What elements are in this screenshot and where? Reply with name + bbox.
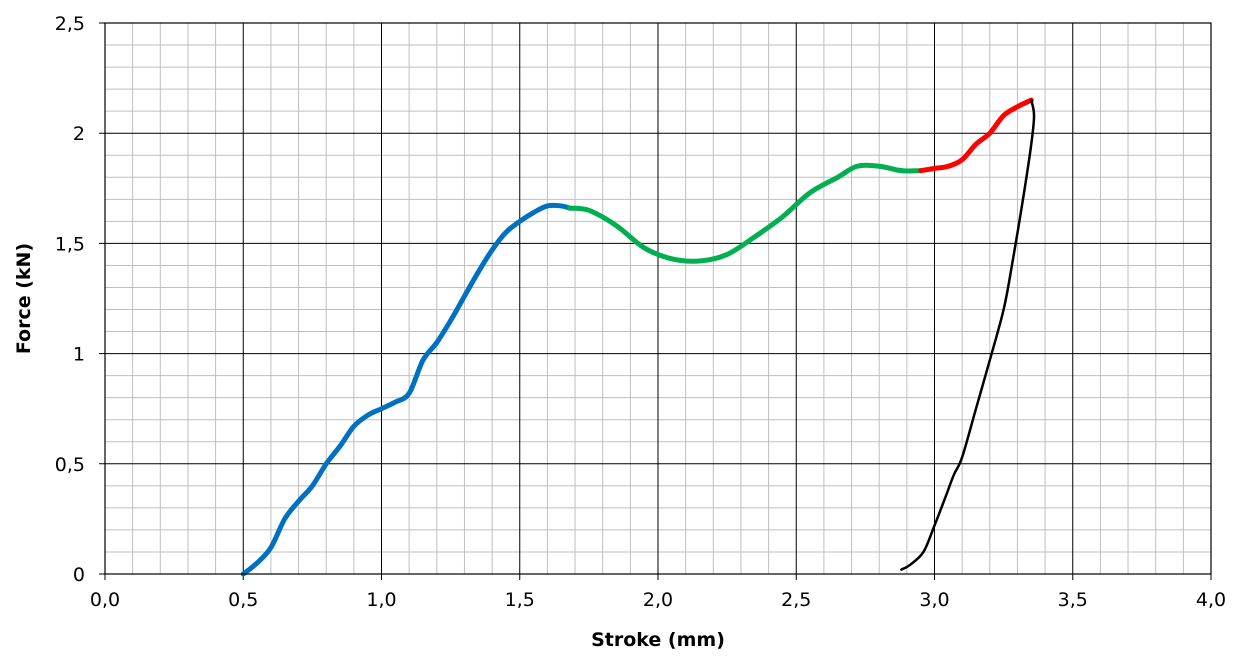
y-axis-title: Force (kN)	[13, 243, 35, 354]
x-tick-label: 1,5	[505, 589, 535, 611]
x-tick-label: 4,0	[1196, 589, 1226, 611]
x-tick-label: 3,0	[919, 589, 949, 611]
y-tick-label: 1	[73, 344, 85, 366]
x-tick-label: 0,0	[90, 589, 120, 611]
x-tick-label: 2,5	[781, 589, 811, 611]
series-line-3	[918, 97, 1034, 174]
x-tick-label: 2,0	[643, 589, 673, 611]
series-line-2	[567, 162, 924, 264]
series-layer	[240, 97, 1036, 577]
x-tick-label: 0,5	[228, 589, 258, 611]
y-tick-label: 2,5	[55, 13, 85, 35]
x-axis-title: Stroke (mm)	[591, 629, 725, 651]
series-line-4	[900, 98, 1036, 571]
y-tick-labels: 0 0,5 1 1,5 2 2,5	[55, 13, 85, 586]
y-tick-label: 2	[73, 123, 85, 145]
y-tick-label: 0	[73, 564, 85, 586]
plot-area-border	[104, 22, 1212, 575]
x-tick-labels: 0,0 0,5 1,0 1,5 2,0 2,5 3,0 3,5 4,0	[90, 589, 1226, 611]
series-line-1	[240, 202, 573, 577]
x-tick-label: 1,0	[366, 589, 396, 611]
y-tick-label: 0,5	[55, 454, 85, 476]
x-tick-label: 3,5	[1058, 589, 1088, 611]
y-tick-label: 1,5	[55, 233, 85, 255]
major-grid	[99, 22, 1212, 580]
